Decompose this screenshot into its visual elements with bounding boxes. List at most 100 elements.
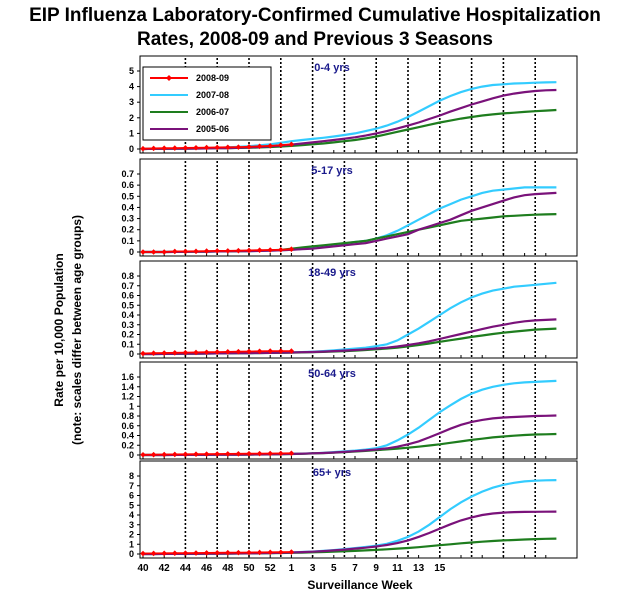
series-point-2008-09 bbox=[288, 141, 295, 148]
y-tick-label: 5 bbox=[129, 66, 134, 76]
y-tick-label: 1.2 bbox=[121, 392, 134, 402]
y-tick-label: 2 bbox=[129, 530, 134, 540]
series-point-2008-09 bbox=[214, 144, 220, 151]
series-point-2008-09 bbox=[140, 350, 146, 357]
x-axis-label: Surveillance Week bbox=[307, 578, 413, 592]
series-point-2008-09 bbox=[150, 145, 157, 152]
series-point-2008-09 bbox=[214, 248, 220, 254]
series-point-2008-09 bbox=[161, 451, 167, 458]
series-point-2008-09 bbox=[246, 144, 252, 150]
x-tick-label: 7 bbox=[352, 563, 358, 574]
y-tick-label: 0.5 bbox=[121, 191, 134, 201]
series-point-2008-09 bbox=[278, 549, 284, 556]
series-point-2008-09 bbox=[256, 247, 263, 254]
y-tick-label: 4 bbox=[129, 510, 134, 520]
panel-3: 00.10.20.30.40.50.60.70.8 18-49 yrs bbox=[121, 260, 578, 359]
y-tick-label: 7 bbox=[129, 481, 134, 491]
y-tick-label: 0.1 bbox=[121, 339, 134, 349]
series-point-2008-09 bbox=[288, 348, 295, 354]
series-point-2008-09 bbox=[182, 451, 189, 458]
y-tick-label: 0.4 bbox=[121, 202, 134, 212]
series-point-2008-09 bbox=[182, 248, 189, 255]
series-point-2008-09 bbox=[161, 249, 167, 255]
series-point-2008-09 bbox=[203, 451, 210, 457]
y-tick-label: 0.1 bbox=[121, 236, 134, 246]
series-point-2008-09 bbox=[182, 550, 189, 556]
series-point-2008-09 bbox=[203, 248, 210, 254]
y-tick-label: 0.6 bbox=[121, 421, 134, 431]
series-point-2008-09 bbox=[288, 549, 295, 555]
series-point-2008-09 bbox=[203, 144, 210, 151]
series-point-2008-09 bbox=[235, 451, 242, 457]
series-point-2008-09 bbox=[172, 350, 178, 356]
series-point-2008-09 bbox=[235, 348, 242, 355]
series-point-2008-09 bbox=[225, 549, 231, 556]
series-point-2008-09 bbox=[267, 348, 273, 354]
series-point-2008-09 bbox=[214, 550, 220, 556]
y-tick-label: 2 bbox=[129, 113, 134, 123]
panel-age-label: 0-4 yrs bbox=[314, 62, 349, 74]
y-tick-label: 0.7 bbox=[121, 281, 134, 291]
series-point-2008-09 bbox=[140, 451, 146, 458]
y-tick-label: 6 bbox=[129, 491, 134, 501]
y-tick-label: 0 bbox=[129, 549, 134, 559]
x-tick-label: 9 bbox=[373, 563, 379, 574]
series-point-2008-09 bbox=[140, 249, 146, 255]
series-point-2008-09 bbox=[172, 145, 178, 151]
series-point-2008-09 bbox=[214, 349, 220, 355]
series-point-2008-09 bbox=[278, 348, 284, 354]
y-tick-label: 0.7 bbox=[121, 169, 134, 179]
y-tick-label: 3 bbox=[129, 520, 134, 530]
panel-age-label: 50-64 yrs bbox=[308, 368, 356, 380]
series-line-2005-06 bbox=[143, 318, 557, 356]
series-point-2008-09 bbox=[161, 145, 167, 152]
series-point-2008-09 bbox=[267, 549, 273, 556]
series-point-2008-09 bbox=[182, 349, 189, 356]
panel-2: 00.10.20.3 0.40.50.60.7 5-17 yrs bbox=[121, 158, 578, 257]
x-tick-label: 46 bbox=[201, 563, 213, 574]
series-point-2008-09 bbox=[140, 145, 146, 152]
series-point-2008-09 bbox=[140, 550, 146, 557]
y-tick-label: 0 bbox=[129, 247, 134, 257]
x-tick-label: 42 bbox=[159, 563, 171, 574]
series-point-2008-09 bbox=[235, 247, 242, 254]
y-tick-label: 0.8 bbox=[121, 411, 134, 421]
panel-4: 00.20.40.60.811.21.41.6 50-64 yrs bbox=[121, 361, 578, 460]
y-tick-label: 5 bbox=[129, 500, 134, 510]
y-tick-label: 0 bbox=[129, 450, 134, 460]
series-point-2008-09 bbox=[214, 451, 220, 457]
y-axis-label-line-2: (note: scales differ between age groups) bbox=[70, 214, 84, 446]
series-point-2008-09 bbox=[172, 550, 178, 557]
series-point-2008-09 bbox=[256, 143, 263, 150]
y-tick-label: 0.3 bbox=[121, 214, 134, 224]
y-tick-label: 0 bbox=[129, 144, 134, 154]
series-point-2008-09 bbox=[225, 144, 231, 151]
series-point-2008-09 bbox=[225, 451, 231, 457]
x-tick-label: 48 bbox=[222, 563, 234, 574]
y-tick-label: 0.4 bbox=[121, 310, 134, 320]
series-point-2008-09 bbox=[246, 247, 252, 254]
y-tick-label: 8 bbox=[129, 471, 134, 481]
panel-frame bbox=[139, 260, 578, 359]
y-tick-label: 0.2 bbox=[121, 440, 134, 450]
panel-age-label: 18-49 yrs bbox=[308, 267, 356, 279]
y-tick-label: 1 bbox=[129, 401, 134, 411]
series-point-2008-09 bbox=[203, 550, 210, 556]
series-point-2008-09 bbox=[246, 549, 252, 556]
panel-frame bbox=[139, 361, 578, 460]
legend-entry: 2006-07 bbox=[196, 107, 229, 117]
series-point-2008-09 bbox=[256, 549, 263, 556]
panel-age-label: 5-17 yrs bbox=[311, 165, 353, 177]
panel-frame bbox=[139, 460, 578, 559]
x-tick-label: 3 bbox=[310, 563, 316, 574]
legend-frame bbox=[142, 66, 272, 141]
y-tick-label: 1 bbox=[129, 128, 134, 138]
series-point-2008-09 bbox=[225, 248, 231, 254]
legend-entry: 2005-06 bbox=[196, 124, 229, 134]
series-point-2008-09 bbox=[235, 144, 242, 150]
series-point-2008-09 bbox=[193, 248, 199, 255]
series-point-2008-09 bbox=[278, 450, 284, 457]
